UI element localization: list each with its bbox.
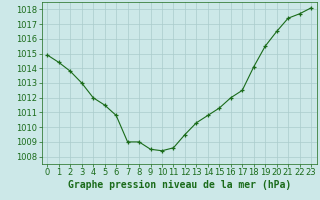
X-axis label: Graphe pression niveau de la mer (hPa): Graphe pression niveau de la mer (hPa) <box>68 180 291 190</box>
